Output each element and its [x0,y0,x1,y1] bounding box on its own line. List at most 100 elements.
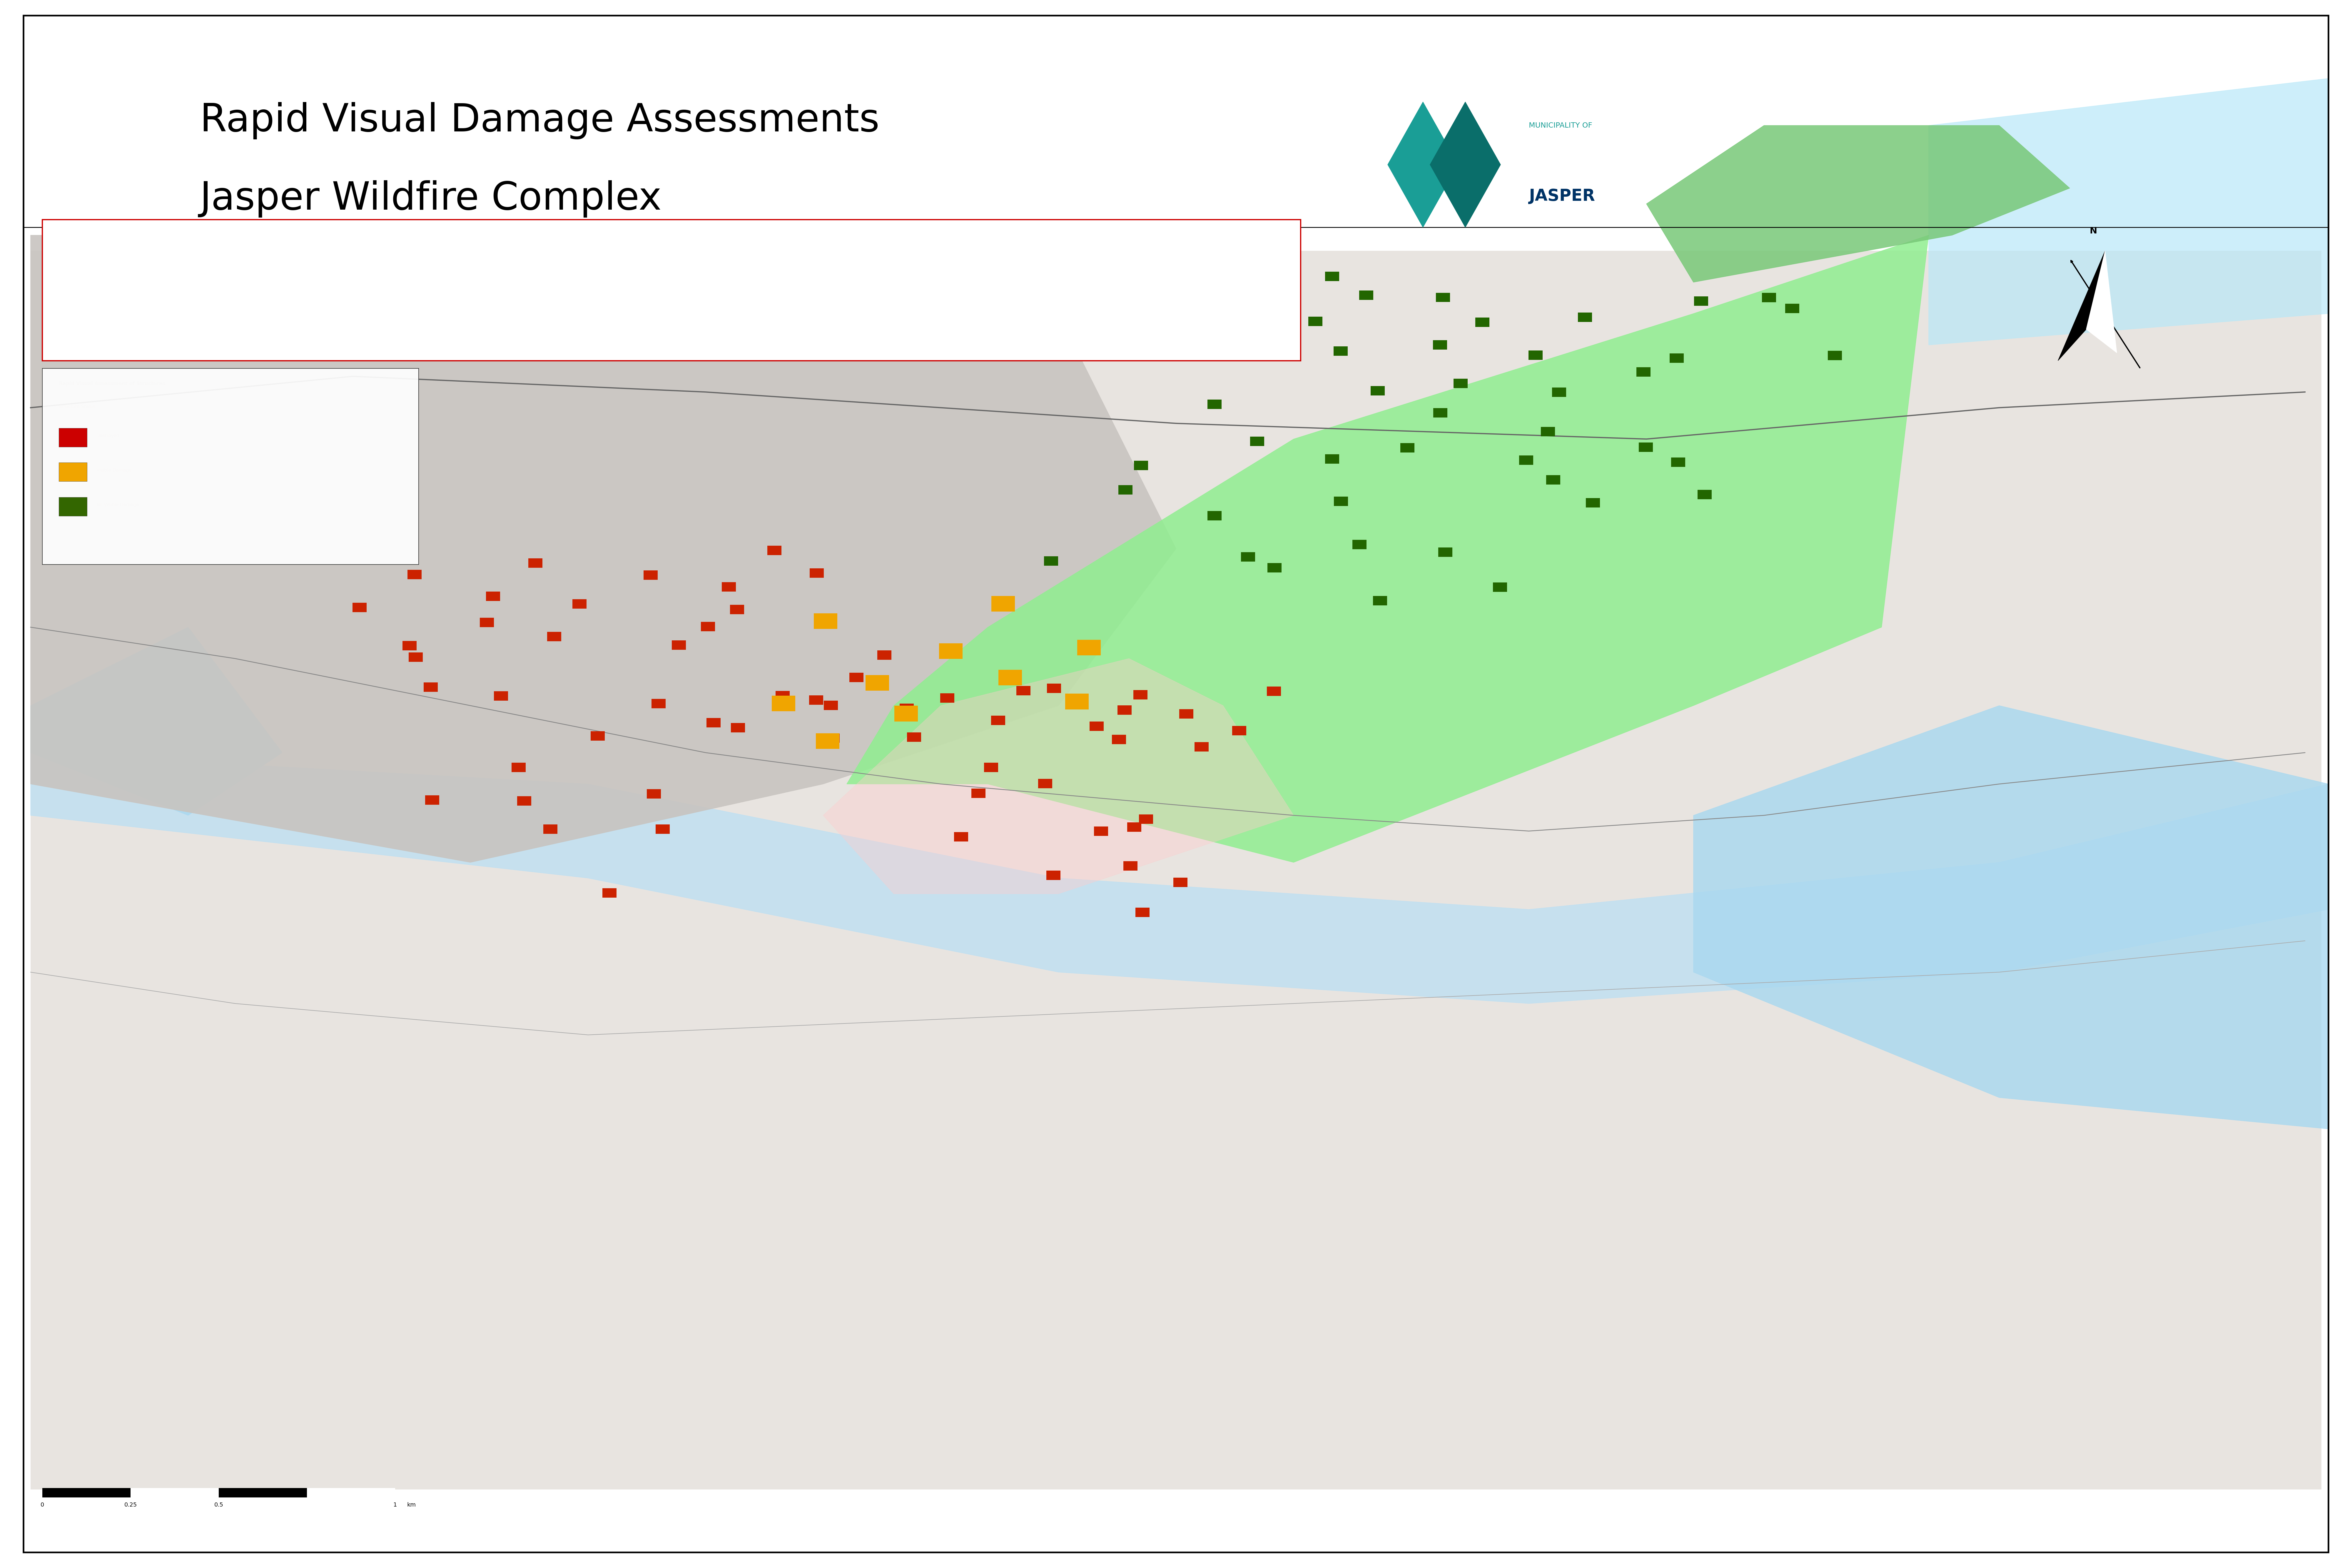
Bar [983,762,997,771]
Text: Jasper Wildfire Complex: Jasper Wildfire Complex [200,180,661,218]
Bar [548,632,562,641]
Polygon shape [1693,706,2328,1129]
Bar [1134,461,1148,470]
Bar [353,602,367,612]
Bar [1124,861,1138,870]
Bar [590,731,604,740]
Bar [1134,690,1148,699]
Bar [1112,735,1127,745]
Bar [1185,273,1200,282]
Polygon shape [847,235,1929,862]
Bar [1247,245,1261,254]
Bar [59,497,87,516]
Bar [1183,328,1197,337]
Text: 1: 1 [393,1502,397,1508]
Bar [59,463,87,481]
Text: Visible Damage: Visible Damage [96,469,132,472]
Bar [1352,539,1367,549]
Bar [402,641,416,651]
Polygon shape [31,235,1176,862]
Text: MUNICIPALITY OF: MUNICIPALITY OF [1529,122,1592,129]
Bar [1693,296,1708,306]
Polygon shape [31,627,282,815]
Bar [487,591,501,601]
Bar [1828,351,1842,361]
Bar [722,582,736,591]
Bar [901,704,915,713]
Bar [1529,351,1543,361]
Bar [42,1488,395,1497]
Bar [941,693,955,702]
Bar [814,613,837,629]
Text: 0.25: 0.25 [125,1502,136,1508]
Bar [1439,547,1454,557]
Bar [510,762,524,771]
Bar [729,605,743,615]
Bar [1698,489,1712,499]
Text: Rapid Visual Assessment of Structures: Rapid Visual Assessment of Structures [59,381,165,386]
Bar [1374,596,1388,605]
Bar [826,734,840,743]
Bar [866,676,889,691]
Polygon shape [2058,251,2105,361]
Bar [971,789,985,798]
Bar [1016,687,1030,696]
Bar [1174,878,1188,887]
Bar [644,571,659,580]
Polygon shape [1646,125,2070,282]
Bar [809,696,823,706]
Bar [1251,436,1265,445]
Bar [494,691,508,701]
Bar [849,673,863,682]
Bar [480,618,494,627]
Bar [1359,290,1374,299]
Bar [1127,823,1141,833]
Bar [816,734,840,750]
Text: N: N [2089,227,2098,235]
Bar [1207,511,1221,521]
Bar [1232,726,1247,735]
Bar [877,651,891,660]
Bar [1785,304,1799,314]
Bar [1552,387,1566,397]
Bar [517,797,532,806]
Bar [1037,779,1051,789]
Text: Structure Status: Structure Status [59,405,96,409]
Bar [1371,386,1385,395]
Bar [809,568,823,577]
Bar [656,825,670,834]
Bar [955,833,969,842]
Bar [529,558,543,568]
Polygon shape [823,659,1294,894]
Bar [1762,293,1776,303]
Bar [731,723,746,732]
Bar [1195,742,1209,751]
Bar [647,789,661,798]
Text: 0.5: 0.5 [214,1502,223,1508]
Bar [423,682,437,691]
Bar [771,696,795,712]
Bar [776,691,790,701]
Bar [997,670,1021,685]
Polygon shape [31,753,2328,1004]
Text: Rapid Visual Damage Assessments: Rapid Visual Damage Assessments [200,102,880,140]
Bar [1432,340,1446,350]
Bar [701,622,715,632]
Bar [1637,367,1651,376]
Bar [1065,693,1089,709]
Bar [706,718,720,728]
Bar [407,569,421,579]
Bar [1670,353,1684,362]
Bar [1242,552,1256,561]
Bar [990,715,1004,724]
Text: km: km [407,1502,416,1508]
Polygon shape [1388,102,1458,227]
Bar [1585,499,1599,508]
Bar [1432,408,1446,417]
Polygon shape [1929,78,2328,345]
Text: No Visible Damage: No Visible Damage [96,503,139,506]
Bar [1207,400,1221,409]
Text: Destroyed: Destroyed [96,434,120,437]
Polygon shape [1430,102,1501,227]
Bar [652,699,666,709]
